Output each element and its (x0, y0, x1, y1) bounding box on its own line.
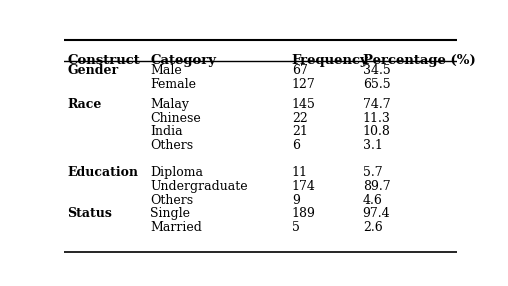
Text: 174: 174 (292, 180, 315, 193)
Text: 6: 6 (292, 139, 300, 152)
Text: 21: 21 (292, 126, 308, 138)
Text: 22: 22 (292, 112, 308, 125)
Text: Undergraduate: Undergraduate (150, 180, 248, 193)
Text: Diploma: Diploma (150, 166, 203, 179)
Text: 34.5: 34.5 (363, 64, 391, 77)
Text: 127: 127 (292, 78, 315, 91)
Text: Single: Single (150, 207, 190, 221)
Text: 3.1: 3.1 (363, 139, 383, 152)
Text: Malay: Malay (150, 98, 189, 111)
Text: 189: 189 (292, 207, 315, 221)
Text: Others: Others (150, 194, 193, 207)
Text: Construct: Construct (68, 54, 140, 67)
Text: Status: Status (68, 207, 112, 221)
Text: Education: Education (68, 166, 139, 179)
Text: 74.7: 74.7 (363, 98, 390, 111)
Text: 97.4: 97.4 (363, 207, 390, 221)
Text: Female: Female (150, 78, 196, 91)
Text: 4.6: 4.6 (363, 194, 383, 207)
Text: 11: 11 (292, 166, 308, 179)
Text: Frequency: Frequency (292, 54, 369, 67)
Text: Category: Category (150, 54, 216, 67)
Text: India: India (150, 126, 183, 138)
Text: Others: Others (150, 139, 193, 152)
Text: 5: 5 (292, 221, 300, 234)
Text: 10.8: 10.8 (363, 126, 391, 138)
Text: Gender: Gender (68, 64, 118, 77)
Text: Male: Male (150, 64, 182, 77)
Text: 65.5: 65.5 (363, 78, 390, 91)
Text: 67: 67 (292, 64, 308, 77)
Text: 5.7: 5.7 (363, 166, 383, 179)
Text: Chinese: Chinese (150, 112, 201, 125)
Text: 11.3: 11.3 (363, 112, 391, 125)
Text: Married: Married (150, 221, 202, 234)
Text: 89.7: 89.7 (363, 180, 390, 193)
Text: Race: Race (68, 98, 102, 111)
Text: Percentage (%): Percentage (%) (363, 54, 475, 67)
Text: 145: 145 (292, 98, 315, 111)
Text: 9: 9 (292, 194, 300, 207)
Text: 2.6: 2.6 (363, 221, 383, 234)
